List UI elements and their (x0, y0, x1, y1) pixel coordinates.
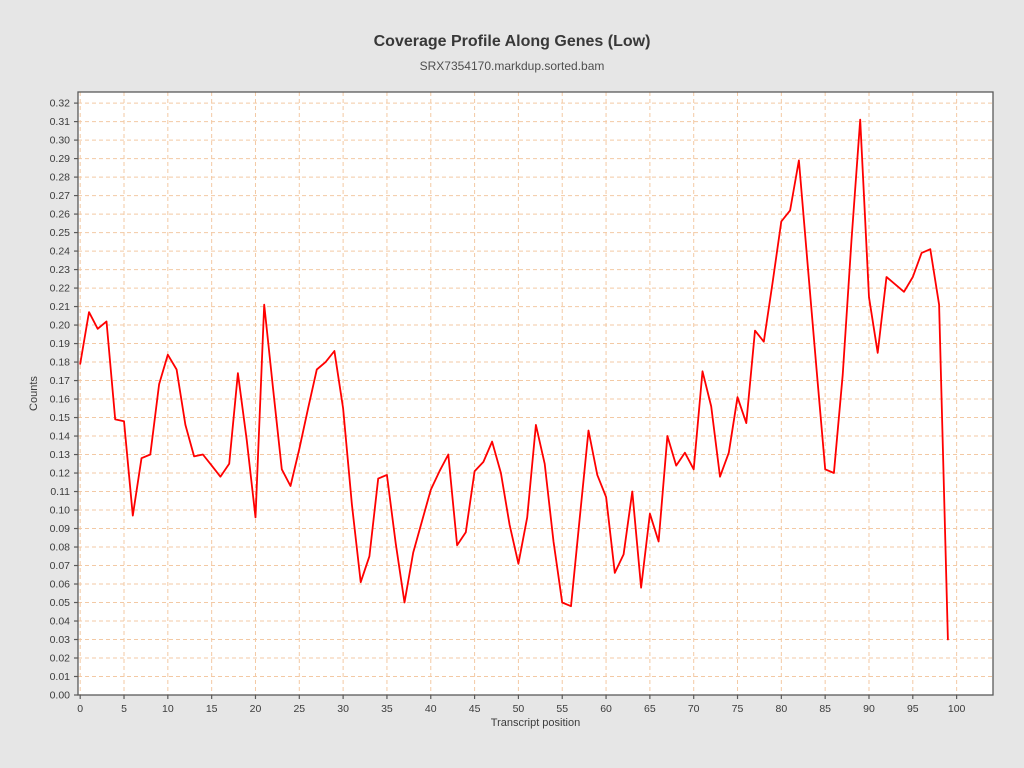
y-tick-label: 0.32 (50, 98, 71, 110)
x-tick-label: 40 (425, 703, 437, 715)
y-tick-label: 0.27 (50, 190, 71, 202)
y-tick-label: 0.17 (50, 375, 71, 387)
x-axis: 0 5 10 15 20 25 30 35 40 45 50 55 60 65 70 75 80 85 90 95 10… (77, 695, 966, 715)
y-tick-label: 0.24 (50, 246, 71, 258)
y-axis-label: Counts (28, 376, 40, 411)
y-tick-label: 0.09 (50, 523, 71, 535)
y-tick-label: 0.05 (50, 597, 71, 609)
x-tick-label: 95 (907, 703, 919, 715)
y-tick-label: 0.19 (50, 338, 71, 350)
y-tick-label: 0.22 (50, 283, 71, 295)
chart-title: Coverage Profile Along Genes (Low) (373, 33, 651, 50)
y-tick-label: 0.26 (50, 209, 71, 221)
y-tick-label: 0.21 (50, 301, 71, 313)
x-tick-label: 35 (381, 703, 393, 715)
y-tick-label: 0.15 (50, 412, 71, 424)
y-tick-label: 0.06 (50, 579, 71, 591)
x-tick-label: 50 (513, 703, 525, 715)
y-tick-label: 0.11 (50, 486, 70, 498)
x-tick-label: 45 (469, 703, 481, 715)
x-tick-label: 85 (819, 703, 831, 715)
chart-subtitle: SRX7354170.markdup.sorted.bam (419, 59, 605, 73)
y-axis: 0.00 0.01 0.02 0.03 0.04 0.05 0.06 0.07 0.08 0.09… (50, 98, 78, 702)
y-tick-label: 0.13 (50, 449, 71, 461)
y-tick-label: 0.28 (50, 172, 71, 184)
y-tick-label: 0.03 (50, 634, 71, 646)
y-tick-label: 0.16 (50, 394, 71, 406)
x-tick-label: 20 (250, 703, 262, 715)
x-tick-label: 100 (948, 703, 966, 715)
coverage-line (79, 118, 949, 641)
y-tick-label: 0.18 (50, 357, 71, 369)
x-tick-label: 15 (206, 703, 218, 715)
y-tick-label: 0.12 (50, 468, 71, 480)
y-tick-label: 0.07 (50, 560, 71, 572)
x-tick-label: 90 (863, 703, 875, 715)
x-tick-label: 80 (775, 703, 787, 715)
y-tick-label: 0.30 (50, 135, 71, 147)
y-tick-label: 0.08 (50, 542, 71, 554)
plot-border (77, 91, 994, 696)
y-tick-label: 0.20 (50, 320, 71, 332)
y-tick-label: 0.04 (50, 616, 71, 628)
x-tick-label: 10 (162, 703, 174, 715)
x-tick-label: 5 (121, 703, 127, 715)
x-tick-label: 30 (337, 703, 349, 715)
y-tick-label: 0.10 (50, 505, 71, 517)
y-tick-label: 0.01 (50, 671, 71, 683)
x-tick-label: 70 (688, 703, 700, 715)
x-tick-label: 25 (293, 703, 305, 715)
x-axis-label: Transcript position (491, 717, 580, 729)
y-tick-label: 0.02 (50, 653, 71, 665)
y-tick-label: 0.29 (50, 153, 71, 165)
x-tick-label: 65 (644, 703, 656, 715)
y-tick-label: 0.00 (50, 690, 71, 702)
y-tick-label: 0.31 (50, 116, 71, 128)
x-tick-label: 0 (77, 703, 83, 715)
x-tick-label: 55 (556, 703, 568, 715)
x-tick-label: 75 (732, 703, 744, 715)
y-tick-label: 0.23 (50, 264, 71, 276)
y-tick-label: 0.14 (50, 431, 71, 443)
y-tick-label: 0.25 (50, 227, 71, 239)
x-tick-label: 60 (600, 703, 612, 715)
